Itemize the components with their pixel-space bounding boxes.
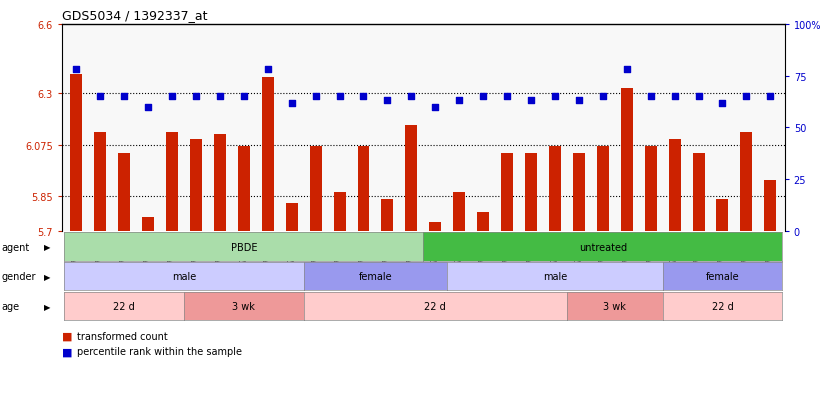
Bar	[310, 146, 321, 231]
Text: 3 wk: 3 wk	[603, 301, 626, 311]
Point	[596, 94, 610, 100]
Bar	[716, 199, 729, 231]
Bar	[118, 153, 131, 231]
Bar	[740, 133, 752, 231]
Point	[716, 100, 729, 107]
Bar	[382, 199, 393, 231]
Text: 3 wk: 3 wk	[232, 301, 255, 311]
Text: ■: ■	[62, 347, 73, 356]
Bar	[238, 146, 249, 231]
Bar	[190, 140, 202, 231]
Point	[357, 94, 370, 100]
Text: agent: agent	[2, 242, 30, 252]
Bar	[166, 133, 178, 231]
Text: 22 d: 22 d	[712, 301, 733, 311]
Text: GDS5034 / 1392337_at: GDS5034 / 1392337_at	[62, 9, 207, 22]
Bar	[645, 146, 657, 231]
Bar	[573, 153, 585, 231]
Point	[309, 94, 322, 100]
Point	[453, 98, 466, 104]
Point	[525, 98, 538, 104]
Bar	[525, 153, 537, 231]
Bar	[406, 126, 417, 231]
Point	[93, 94, 107, 100]
Point	[69, 67, 83, 74]
Bar	[453, 192, 465, 231]
Point	[740, 94, 753, 100]
Point	[620, 67, 634, 74]
Point	[117, 94, 131, 100]
Point	[692, 94, 705, 100]
Text: gender: gender	[2, 272, 36, 282]
Point	[285, 100, 298, 107]
Bar	[430, 222, 441, 231]
Point	[572, 98, 586, 104]
Text: PBDE: PBDE	[230, 242, 257, 252]
Point	[333, 94, 346, 100]
Text: ▶: ▶	[44, 302, 50, 311]
Bar	[621, 89, 633, 231]
Text: 22 d: 22 d	[113, 301, 135, 311]
Point	[213, 94, 226, 100]
Bar	[597, 146, 609, 231]
Point	[668, 94, 681, 100]
Bar	[286, 204, 297, 231]
Point	[189, 94, 202, 100]
Bar	[214, 135, 225, 231]
Text: ▶: ▶	[44, 272, 50, 281]
Text: female: female	[705, 272, 739, 282]
Bar	[262, 78, 273, 231]
Bar	[70, 75, 83, 231]
Text: male: male	[172, 272, 196, 282]
Point	[237, 94, 250, 100]
Text: 22 d: 22 d	[425, 301, 446, 311]
Text: age: age	[2, 301, 20, 311]
Point	[141, 104, 154, 111]
Bar	[94, 133, 107, 231]
Bar	[358, 146, 369, 231]
Text: untreated: untreated	[579, 242, 627, 252]
Bar	[334, 192, 345, 231]
Point	[429, 104, 442, 111]
Point	[548, 94, 562, 100]
Point	[381, 98, 394, 104]
Point	[764, 94, 777, 100]
Text: female: female	[358, 272, 392, 282]
Text: ▶: ▶	[44, 242, 50, 252]
Text: male: male	[543, 272, 567, 282]
Point	[477, 94, 490, 100]
Bar	[477, 213, 489, 231]
Point	[405, 94, 418, 100]
Bar	[668, 140, 681, 231]
Point	[644, 94, 657, 100]
Text: percentile rank within the sample: percentile rank within the sample	[77, 347, 242, 356]
Bar	[549, 146, 561, 231]
Bar	[692, 153, 705, 231]
Text: transformed count: transformed count	[77, 331, 168, 341]
Bar	[764, 181, 776, 231]
Bar	[501, 153, 513, 231]
Bar	[142, 218, 154, 231]
Point	[501, 94, 514, 100]
Point	[261, 67, 274, 74]
Point	[165, 94, 178, 100]
Text: ■: ■	[62, 331, 73, 341]
